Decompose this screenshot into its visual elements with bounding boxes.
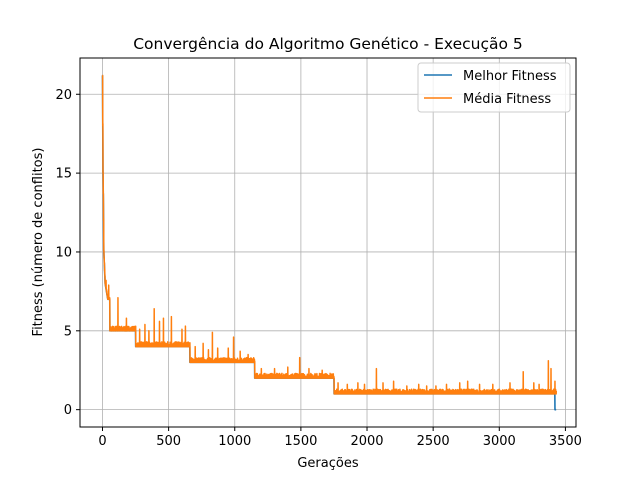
- grid-lines: [80, 58, 576, 427]
- x-tick-label: 2500: [417, 434, 450, 449]
- x-tick-label: 2000: [350, 434, 383, 449]
- y-tick-label: 5: [64, 324, 72, 339]
- x-tick-label: 1000: [218, 434, 251, 449]
- legend-label-average-fitness: Média Fitness: [463, 92, 551, 107]
- y-tick-label: 10: [55, 245, 72, 260]
- y-tick-label: 0: [64, 403, 72, 418]
- axis-ticks: 0 500 1000 1500 2000 2500 3000 3500 0 5 10 15 20: [55, 88, 582, 449]
- x-tick-label: 1500: [284, 434, 317, 449]
- x-tick-label: 3500: [549, 434, 582, 449]
- x-tick-label: 3000: [483, 434, 516, 449]
- y-tick-label: 20: [55, 88, 72, 103]
- x-tick-label: 500: [156, 434, 181, 449]
- plot-area: [101, 74, 558, 411]
- y-axis-title: Fitness (número de conflitos): [31, 148, 46, 337]
- legend-label-best-fitness: Melhor Fitness: [463, 69, 557, 84]
- x-axis-title: Gerações: [297, 456, 358, 471]
- legend-box: [417, 62, 571, 113]
- chart-title: Convergência do Algoritmo Genético - Exe…: [133, 35, 523, 53]
- y-tick-label: 15: [55, 167, 72, 182]
- legend: Melhor Fitness Média Fitness: [417, 62, 571, 113]
- series-line-average-fitness: [101, 74, 558, 395]
- axes-frame: [79, 57, 577, 428]
- x-tick-label: 0: [98, 434, 106, 449]
